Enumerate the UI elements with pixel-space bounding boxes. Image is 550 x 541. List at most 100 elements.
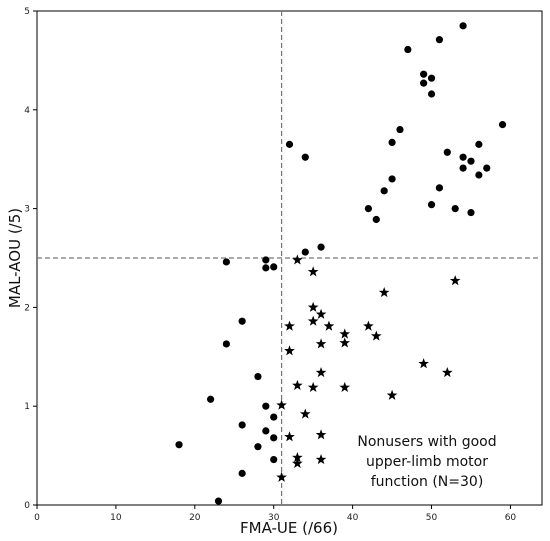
circle-point <box>270 413 278 421</box>
x-axis: 0 10 20 30 40 50 60 <box>34 505 516 523</box>
circle-point <box>262 402 270 410</box>
circle-point <box>372 215 380 224</box>
circle-point <box>427 201 436 209</box>
circle-point <box>364 205 373 213</box>
x-tick-label: 0 <box>34 513 40 523</box>
star-point <box>315 367 327 378</box>
circle-point <box>483 164 491 172</box>
x-tick-label: 60 <box>505 513 517 523</box>
star-point <box>315 453 327 465</box>
circle-point <box>427 90 436 98</box>
circle-point <box>404 45 412 54</box>
star-point <box>370 330 382 341</box>
circle-point <box>175 441 183 449</box>
circle-point <box>262 256 270 264</box>
y-tick-label: 4 <box>24 106 30 116</box>
circle-point <box>270 434 278 442</box>
star-point <box>315 338 327 349</box>
circle-point <box>396 125 404 134</box>
circle-point <box>435 36 444 44</box>
circle-point <box>254 372 262 381</box>
y-tick-label: 0 <box>24 501 30 511</box>
circle-point <box>420 79 428 87</box>
circle-point <box>238 317 246 325</box>
star-point <box>386 389 398 400</box>
circle-point <box>475 171 483 179</box>
y-tick-label: 2 <box>24 303 30 313</box>
reference-lines <box>37 11 542 505</box>
circle-point <box>467 208 475 217</box>
circle-point <box>459 153 467 161</box>
star-point <box>378 286 390 298</box>
star-point <box>418 358 429 369</box>
star-point <box>276 471 287 482</box>
circle-point <box>498 121 507 129</box>
circle-point <box>459 164 467 172</box>
star-point <box>284 320 295 331</box>
circle-point <box>238 421 246 429</box>
annotation-line-3: function (N=30) <box>371 474 484 490</box>
circle-point <box>467 157 475 165</box>
star-point <box>299 408 311 419</box>
star-point <box>307 301 319 312</box>
star-point <box>363 320 374 331</box>
circle-point <box>301 153 309 161</box>
star-point <box>449 275 461 286</box>
y-axis-title: MAL-AOU (/5) <box>6 208 24 308</box>
star-point <box>292 254 303 265</box>
circle-point <box>443 148 451 156</box>
circle-point <box>270 263 278 271</box>
circle-point <box>388 175 396 183</box>
star-point <box>339 381 351 392</box>
star-point <box>339 328 351 339</box>
x-axis-title: FMA-UE (/66) <box>240 519 338 537</box>
y-tick-label: 1 <box>24 402 30 412</box>
x-tick-label: 10 <box>110 513 122 523</box>
circle-point <box>214 497 223 505</box>
star-point <box>323 320 335 331</box>
y-axis: 0 1 2 3 4 5 <box>24 7 37 511</box>
circle-point <box>238 469 246 477</box>
circle-point <box>317 243 325 251</box>
circle-point <box>420 70 428 78</box>
star-point <box>339 337 351 348</box>
y-tick-label: 3 <box>24 205 30 215</box>
star-point <box>276 399 287 410</box>
circle-point <box>451 205 459 213</box>
circle-point <box>435 184 444 192</box>
star-point <box>307 266 319 277</box>
circle-point <box>475 140 483 148</box>
circle-point <box>285 140 294 148</box>
star-point <box>292 451 303 463</box>
star-point <box>315 429 327 440</box>
x-tick-label: 30 <box>268 513 280 523</box>
star-point <box>441 367 453 378</box>
star-point <box>307 381 319 392</box>
data-points <box>175 22 507 505</box>
circle-point <box>222 340 230 348</box>
circle-point <box>262 264 270 272</box>
circle-point <box>380 187 388 195</box>
star-point <box>307 315 319 326</box>
x-tick-label: 40 <box>347 513 359 523</box>
x-tick-label: 50 <box>426 513 438 523</box>
star-point <box>292 457 303 469</box>
annotation-line-2: upper-limb motor <box>366 454 488 470</box>
star-point <box>315 308 327 319</box>
star-point <box>284 431 295 442</box>
circle-point <box>270 455 278 464</box>
x-tick-label: 20 <box>189 513 201 523</box>
star-point <box>284 345 295 356</box>
circle-point <box>206 395 215 403</box>
circle-point <box>388 138 396 147</box>
star-point <box>292 379 303 390</box>
circle-point <box>262 427 270 435</box>
circle-point <box>222 258 230 266</box>
annotation-line-1: Nonusers with good <box>357 434 496 450</box>
circle-point <box>459 22 467 30</box>
y-tick-label: 5 <box>24 7 30 17</box>
circle-point <box>301 248 309 256</box>
circle-point <box>427 74 436 82</box>
circle-point <box>254 443 262 451</box>
